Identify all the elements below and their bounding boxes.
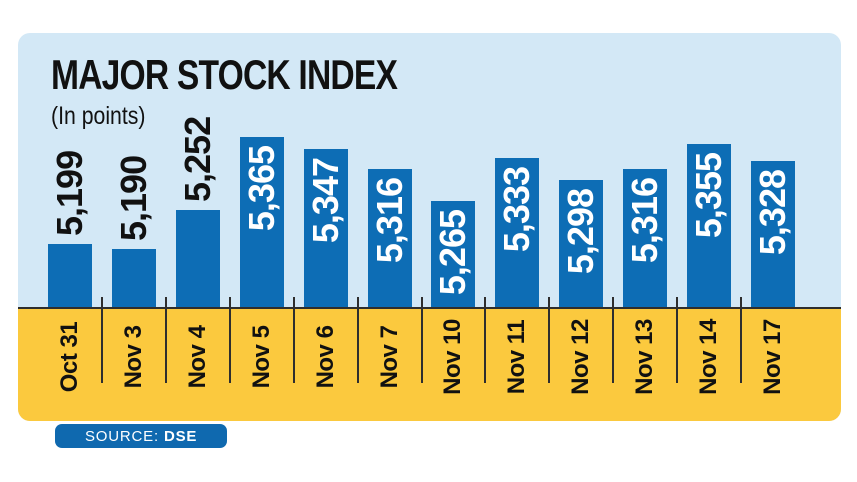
tick-divider [100, 297, 103, 383]
bar-column: 5,333 [485, 33, 549, 307]
bar-column: 5,328 [741, 33, 805, 307]
bar-value-label: 5,265 [432, 210, 474, 296]
source-label: SOURCE: [85, 427, 159, 445]
x-axis-label: Nov 6 [311, 325, 339, 389]
tick-divider [164, 297, 167, 383]
tick-divider [676, 297, 679, 383]
x-label-cell: Nov 12 [549, 297, 615, 421]
bar-column: 5,190 [102, 33, 166, 307]
bar: 5,316 [367, 169, 412, 307]
tick-divider [740, 297, 743, 383]
bar-column: 5,316 [613, 33, 677, 307]
tick-divider [484, 297, 487, 383]
tick-divider [292, 297, 295, 383]
x-axis-label: Nov 12 [567, 319, 595, 395]
bar-column: 5,347 [294, 33, 358, 307]
x-label-cell: Nov 11 [485, 297, 551, 421]
x-axis-label: Nov 17 [759, 319, 787, 395]
x-label-cell: Oct 31 [38, 297, 103, 421]
bar: 5,190 [111, 156, 156, 307]
bar: 5,252 [175, 117, 220, 307]
tick-divider [612, 297, 615, 383]
chart-subtitle: (In points) [51, 102, 146, 130]
bar: 5,328 [751, 161, 796, 307]
bar: 5,333 [495, 158, 540, 307]
x-label-cell: Nov 13 [613, 297, 679, 421]
bar: 5,355 [687, 144, 732, 307]
x-label-cell: Nov 10 [422, 297, 487, 421]
bar: 5,298 [559, 180, 604, 307]
bar-value-label: 5,347 [304, 158, 346, 244]
tick-divider [228, 297, 231, 383]
bar-value-label: 5,355 [688, 153, 730, 239]
bar-value-label: 5,333 [496, 167, 538, 253]
x-axis-label: Nov 7 [375, 325, 403, 389]
bar: 5,365 [239, 137, 284, 307]
chart-header: MAJOR STOCK INDEX (In points) [51, 54, 484, 131]
x-label-cell: Nov 14 [677, 297, 743, 421]
x-label-cell: Nov 6 [294, 297, 359, 421]
bar-column: 5,316 [358, 33, 422, 307]
x-axis-label: Nov 3 [119, 325, 147, 389]
x-axis-label: Nov 10 [439, 319, 467, 395]
x-axis-label: Nov 14 [695, 319, 723, 395]
plot-area: 5,199 5,190 5,252 5,365 5,347 5,316 5,265 5,333… [18, 33, 841, 307]
tick-divider [356, 297, 359, 383]
chart-panel: MAJOR STOCK INDEX (In points) 5,199 5,190… [18, 33, 841, 421]
bar-column: 5,355 [677, 33, 741, 307]
bar-column: 5,252 [166, 33, 230, 307]
x-label-cell: Nov 5 [230, 297, 295, 421]
bar-value-label: 5,328 [752, 170, 794, 256]
x-axis-label: Nov 11 [503, 319, 531, 395]
tick-divider [548, 297, 551, 383]
bar-value-label: 5,190 [112, 155, 154, 241]
bar-value-label: 5,316 [368, 178, 410, 264]
x-label-cell: Nov 4 [166, 297, 231, 421]
x-axis-band: Oct 31 Nov 3 Nov 4 Nov 5 Nov 6 Nov 7 Nov 10 Nov… [18, 297, 841, 421]
bar-value-label: 5,199 [48, 150, 90, 236]
bar-column: 5,298 [549, 33, 613, 307]
bar: 5,316 [623, 169, 668, 307]
x-label-cell: Nov 17 [741, 309, 805, 421]
x-label-cell: Nov 7 [358, 297, 423, 421]
x-axis-label: Nov 13 [631, 319, 659, 395]
bar-value-label: 5,316 [624, 178, 666, 264]
bar-column: 5,265 [422, 33, 486, 307]
bar: 5,347 [303, 149, 348, 307]
bar: 5,265 [431, 201, 476, 307]
chart-title: MAJOR STOCK INDEX [51, 51, 398, 98]
x-axis-label: Oct 31 [55, 321, 83, 393]
bar-column: 5,365 [230, 33, 294, 307]
x-axis-label: Nov 4 [183, 325, 211, 389]
bar-column: 5,199 [38, 33, 102, 307]
tick-divider [420, 297, 423, 383]
x-axis-label: Nov 5 [247, 325, 275, 389]
x-label-cell: Nov 3 [102, 297, 167, 421]
source-value: DSE [163, 427, 198, 445]
bar-value-label: 5,298 [560, 189, 602, 275]
source-badge: SOURCE: DSE [55, 424, 228, 448]
bar-value-label: 5,365 [240, 146, 282, 232]
bar: 5,199 [47, 151, 92, 307]
